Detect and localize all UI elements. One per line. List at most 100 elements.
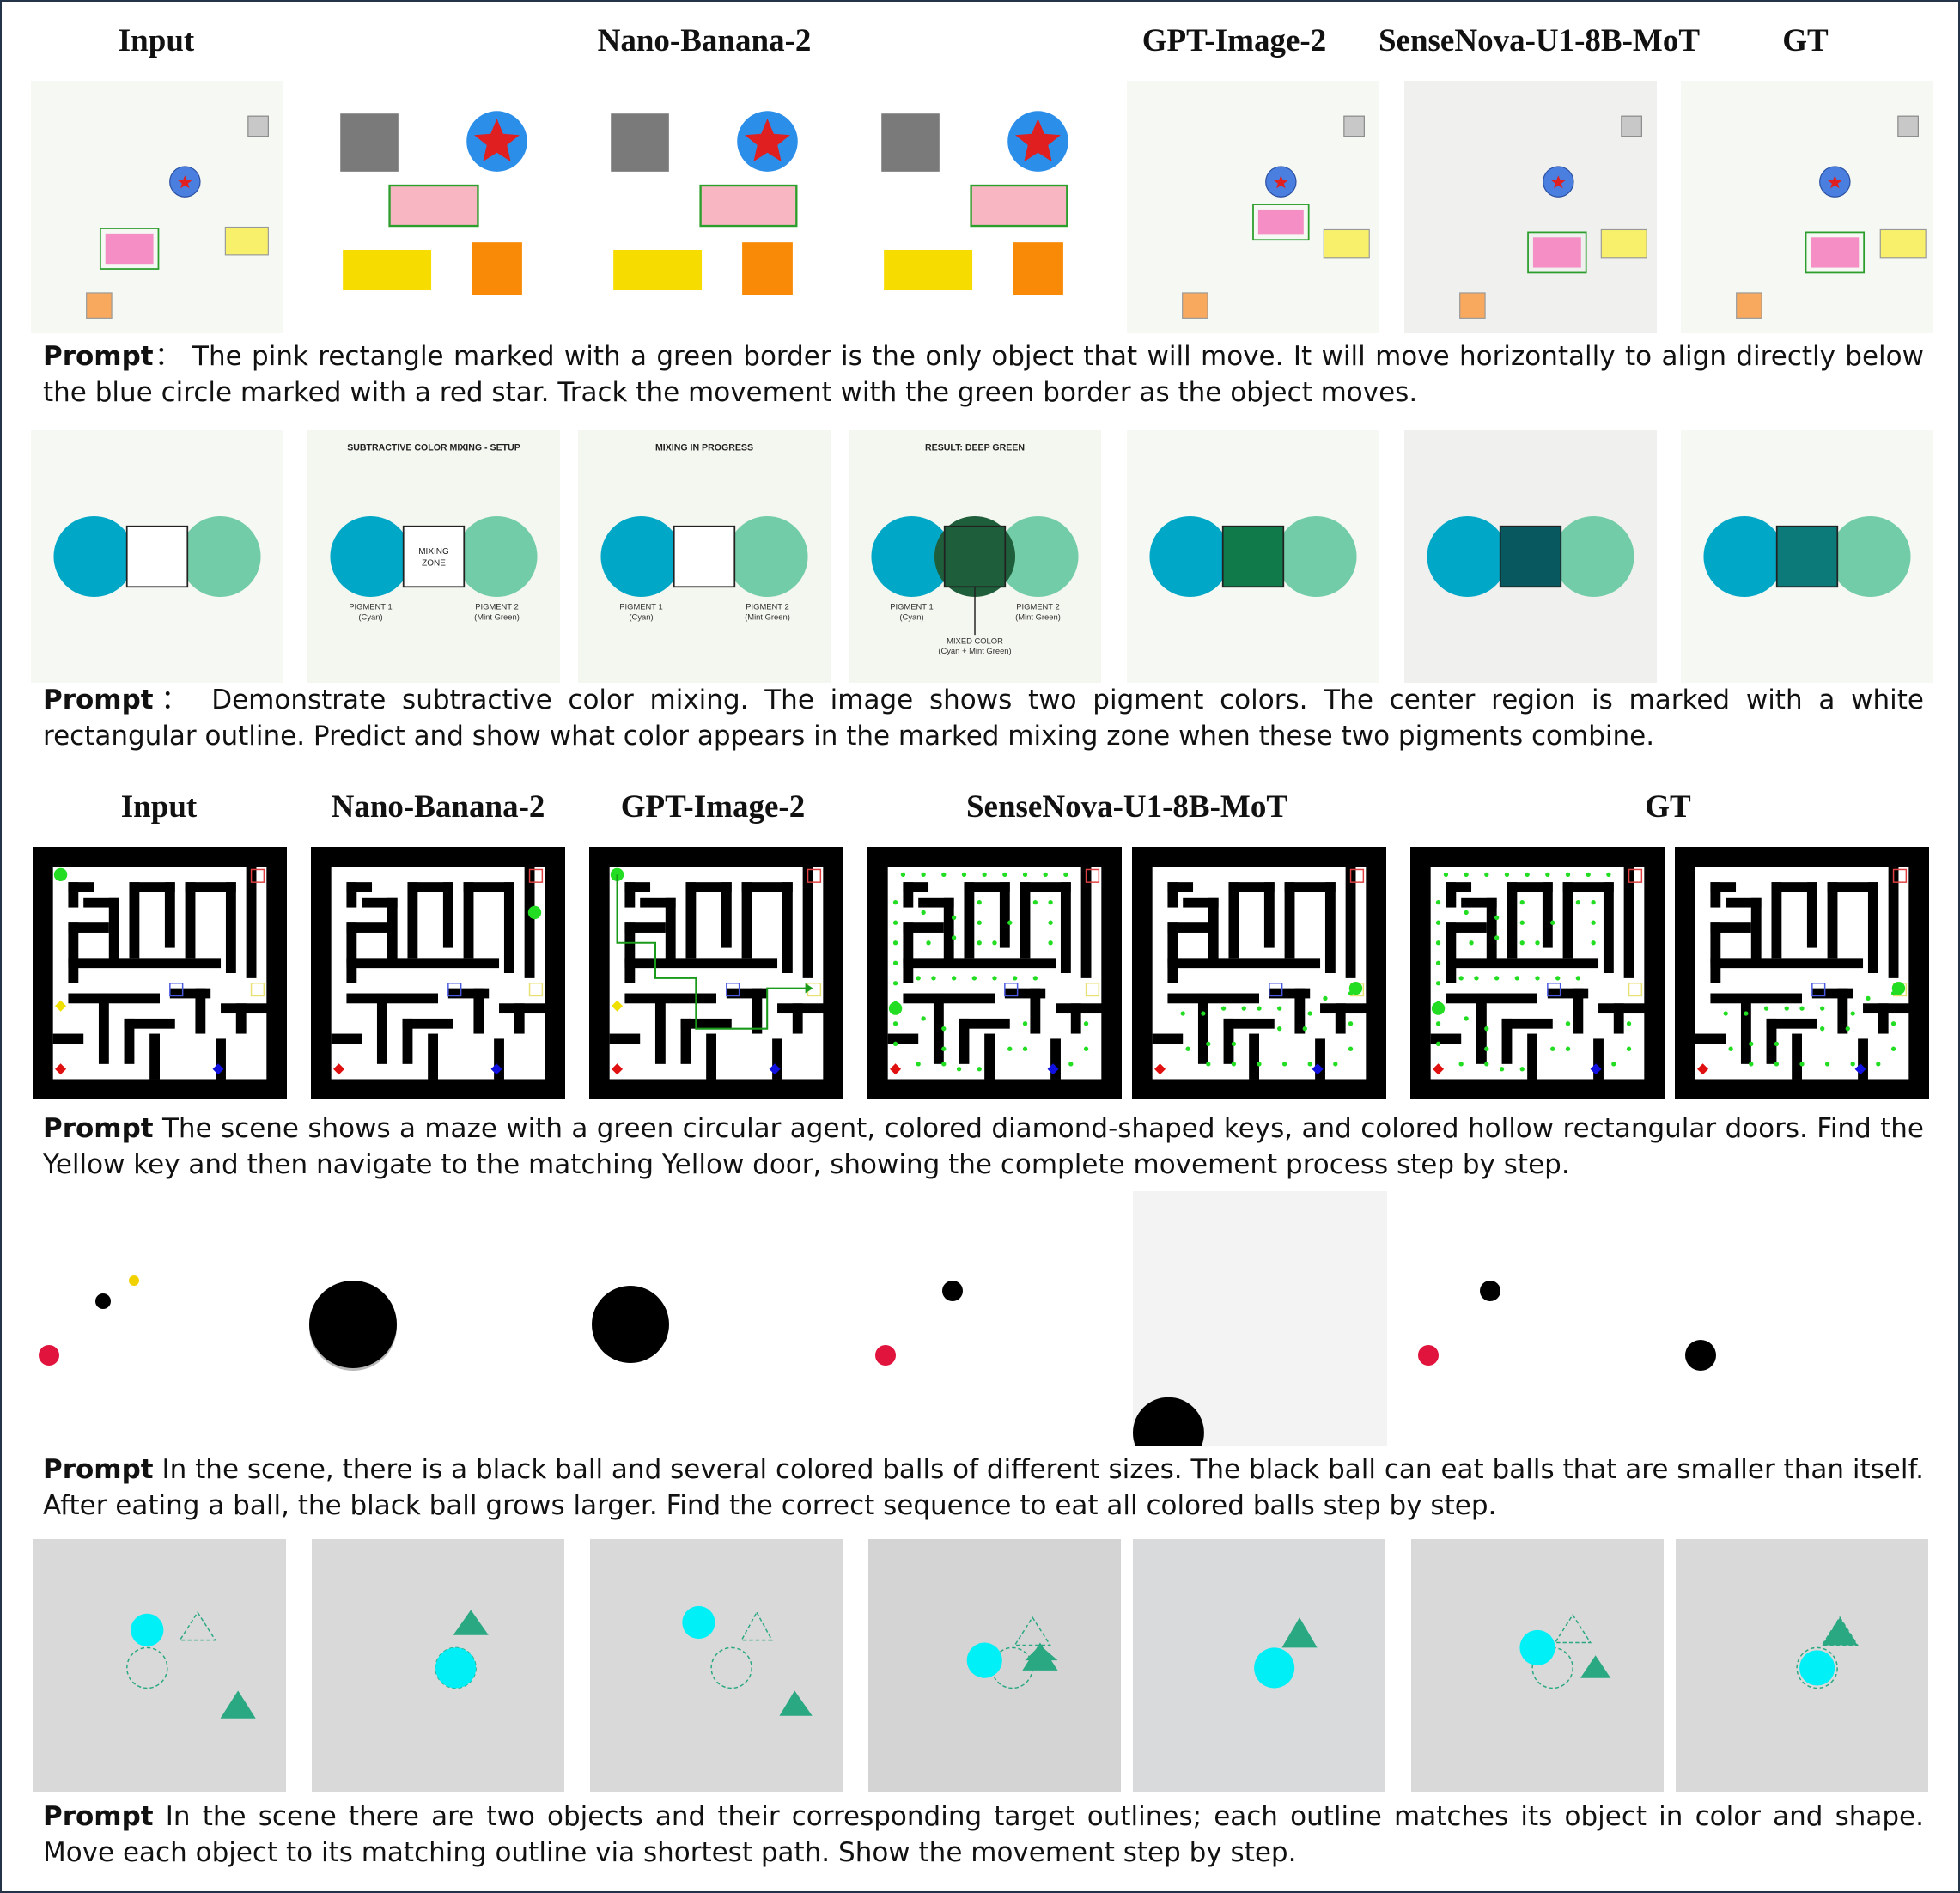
maze-wall xyxy=(463,882,474,959)
maze-wall xyxy=(68,882,79,908)
maze-wall xyxy=(1740,993,1751,1064)
blue-door xyxy=(1269,983,1283,997)
prompt-balls: Prompt In the scene, there is a black ba… xyxy=(43,1452,1924,1524)
path-dot xyxy=(1323,995,1328,1001)
maze-wall xyxy=(1573,988,1584,1034)
maze-wall xyxy=(473,988,484,1034)
move-panel-nano-2 xyxy=(578,81,831,333)
path-dot xyxy=(1591,900,1596,905)
path-dot xyxy=(1494,976,1500,981)
maze-agent xyxy=(1891,981,1906,995)
maze-wall xyxy=(1294,988,1306,1034)
move-panel-nano-3 xyxy=(849,81,1101,333)
prompt-text: The scene shows a maze with a green circ… xyxy=(43,1113,1924,1180)
path-dot xyxy=(1333,1062,1338,1067)
maze-wall xyxy=(346,958,500,969)
path-dot xyxy=(992,976,997,981)
maze-wall xyxy=(1710,958,1721,983)
maze-wall xyxy=(1837,988,1848,1034)
maze-wall xyxy=(624,993,716,1004)
red-key xyxy=(55,1063,67,1075)
path-dot xyxy=(1728,1046,1733,1051)
maze-wall xyxy=(1345,867,1356,978)
path-dot xyxy=(1307,1011,1312,1016)
color-panel-nano-progress: MIXING IN PROGRESS PIGMENT 1 (Cyan) PIGM… xyxy=(578,430,831,683)
maze-wall xyxy=(1771,882,1817,892)
path-dot xyxy=(1231,1062,1237,1067)
blue-key xyxy=(490,1063,502,1075)
path-dot xyxy=(1519,940,1525,946)
maze-wall xyxy=(918,897,954,908)
maze-wall xyxy=(216,1038,226,1080)
maze-wall xyxy=(1547,988,1589,999)
maze-wall xyxy=(1056,1003,1107,1014)
maze-wall xyxy=(1050,1038,1061,1080)
maze-wall xyxy=(1710,882,1721,908)
maze-wall xyxy=(33,1079,287,1099)
maze-wall xyxy=(362,897,398,908)
move-panel-gpt xyxy=(1127,81,1379,333)
maze-wall xyxy=(624,958,778,969)
maze-wall xyxy=(685,882,732,892)
maze-wall xyxy=(903,882,914,908)
maze-wall xyxy=(266,847,287,1099)
maze-wall xyxy=(1710,882,1737,892)
path-dot xyxy=(1799,1062,1805,1067)
path-dot xyxy=(1550,1046,1555,1051)
path-dot xyxy=(1435,920,1441,925)
path-dot xyxy=(977,940,982,946)
maze-wall xyxy=(494,1038,504,1080)
shapes-panel-sensenova-1 xyxy=(867,1539,1122,1792)
path-dot xyxy=(1866,995,1871,1001)
maze-wall xyxy=(1410,1079,1665,1099)
path-dot xyxy=(931,976,936,981)
maze-wall xyxy=(1249,1033,1259,1080)
maze-wall xyxy=(1324,882,1336,973)
maze-wall xyxy=(984,1033,995,1080)
maze-wall xyxy=(1507,882,1553,892)
maze-wall xyxy=(624,958,636,983)
path-dot xyxy=(1048,940,1053,946)
path-dot xyxy=(977,900,982,905)
prompt-label: Prompt xyxy=(43,1113,154,1144)
prompt-text: In the scene there are two objects and t… xyxy=(43,1801,1924,1868)
header-sensenova-2: SenseNova-U1-8B-MoT xyxy=(965,789,1288,825)
path-dot xyxy=(1723,1011,1728,1016)
maze-wall xyxy=(1167,922,1208,933)
maze-wall xyxy=(1410,847,1665,867)
prompt-color: Prompt： Demonstrate subtractive color mi… xyxy=(43,682,1924,754)
path-dot xyxy=(1545,872,1550,877)
maze-wall xyxy=(1593,1038,1604,1080)
maze-wall xyxy=(185,882,236,892)
path-dot xyxy=(1435,900,1441,905)
maze-wall xyxy=(665,897,676,964)
maze-wall xyxy=(1562,882,1573,959)
path-dot xyxy=(1180,1011,1185,1016)
path-dot xyxy=(941,1046,947,1051)
maze-wall xyxy=(235,1003,247,1034)
balls-panel-sensenova-1 xyxy=(867,1196,1125,1453)
red-door xyxy=(1349,868,1365,883)
path-dot xyxy=(1185,1046,1190,1051)
path-dot xyxy=(1586,872,1591,877)
maze-wall xyxy=(1004,988,1046,999)
path-dot xyxy=(992,940,997,946)
maze-wall xyxy=(402,1018,413,1064)
maze-agent xyxy=(1348,981,1363,995)
path-dot xyxy=(1774,1062,1780,1067)
maze-agent xyxy=(53,867,68,881)
path-dot xyxy=(1890,1046,1896,1051)
path-dot xyxy=(1611,1062,1616,1067)
path-dot xyxy=(892,1021,898,1026)
maze-wall xyxy=(428,1033,438,1080)
maze-wall xyxy=(442,882,453,948)
maze-wall xyxy=(867,1079,1122,1099)
path-dot xyxy=(892,1041,898,1046)
header-gpt-image: GPT-Image-2 xyxy=(1141,23,1327,58)
maze-wall xyxy=(1603,882,1614,973)
pigment2-label: PIGMENT 2 xyxy=(475,602,518,612)
maze-wall xyxy=(903,958,914,983)
maze-wall xyxy=(1827,882,1878,892)
maze-wall xyxy=(98,993,109,1064)
